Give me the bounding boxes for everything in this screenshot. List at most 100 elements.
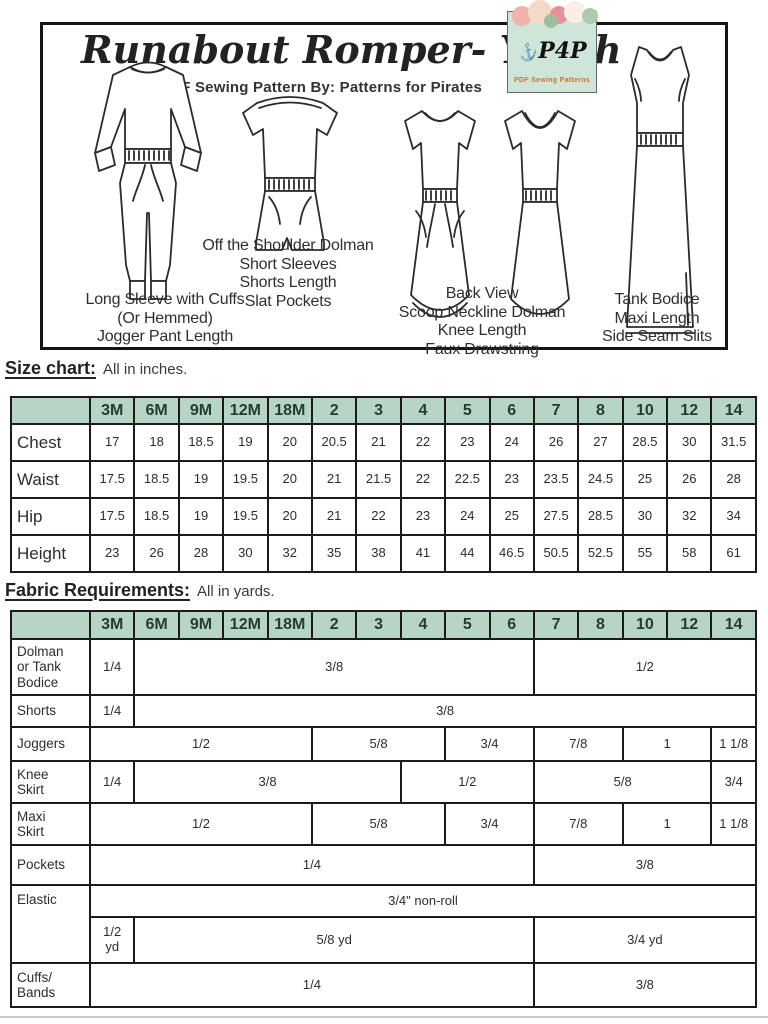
value-cell: 19 bbox=[177, 497, 225, 536]
value-cell: 24.5 bbox=[577, 460, 624, 499]
fabric-requirements-table: 3M 6M 9M 12M 18M 2 3 4 5 6 7 8 10 12 14 Dolman or Tank … bbox=[10, 610, 757, 1008]
value-cell: 22 bbox=[355, 497, 402, 536]
size-column-header: 4 bbox=[399, 396, 447, 425]
value-cell: 3/8 bbox=[532, 844, 757, 886]
page-subtitle: PDF Sewing Pattern By: Patterns for Pira… bbox=[159, 79, 482, 96]
value-cell: 17.5 bbox=[88, 460, 136, 499]
value-cell: 55 bbox=[621, 534, 669, 573]
value-cell: 19.5 bbox=[222, 460, 269, 499]
row-label: Knee Skirt bbox=[10, 760, 91, 804]
value-cell: 28 bbox=[710, 460, 757, 499]
value-cell: 30 bbox=[666, 423, 713, 462]
table-row: Chest 17 18 18.5 19 20 20.5 21 22 23 24 26 27 28.5 30 3… bbox=[10, 423, 757, 462]
value-cell: 31.5 bbox=[710, 423, 757, 462]
value-cell: 21 bbox=[355, 423, 402, 462]
value-cell: 3/4 bbox=[710, 760, 757, 804]
value-cell: 1 bbox=[621, 802, 713, 846]
table-row: Pockets 1/4 3/8 bbox=[10, 844, 757, 886]
value-cell: 7/8 bbox=[532, 802, 624, 846]
value-cell: 1/4 bbox=[89, 844, 535, 886]
value-cell: 32 bbox=[666, 497, 713, 536]
row-label: Pockets bbox=[10, 844, 91, 886]
table-row: Height 23 26 28 30 32 35 38 41 44 46.5 50.5 52.5 55 58… bbox=[10, 534, 757, 573]
value-cell: 3/8 bbox=[133, 694, 757, 728]
size-column-header: 12M bbox=[222, 396, 269, 425]
value-cell: 52.5 bbox=[577, 534, 624, 573]
value-cell: 26 bbox=[133, 534, 180, 573]
size-column-header: 12 bbox=[666, 396, 713, 425]
table-row: Elastic 3/4" non-roll bbox=[10, 884, 757, 964]
size-column-header: 6M bbox=[133, 396, 180, 425]
dresses-illustration bbox=[404, 110, 576, 318]
table-row: Cuffs/ Bands 1/4 3/8 bbox=[10, 962, 757, 1008]
size-column-header: 7 bbox=[532, 396, 580, 425]
table-row: Hip 17.5 18.5 19 19.5 20 21 22 23 24 25 27.5 28.5 30 3… bbox=[10, 497, 757, 536]
row-label: Dolman or Tank Bodice bbox=[10, 638, 91, 696]
size-column-header: 3M bbox=[88, 610, 136, 640]
value-cell: 1/4 bbox=[88, 694, 136, 728]
maxi-caption: Tank Bodice Maxi Length Side Seam Slits bbox=[602, 291, 712, 346]
value-cell: 23 bbox=[488, 460, 535, 499]
value-cell: 44 bbox=[444, 534, 491, 573]
value-cell: 28.5 bbox=[621, 423, 669, 462]
page-bottom-rule bbox=[0, 1016, 768, 1018]
size-column-header: 3 bbox=[355, 610, 402, 640]
value-cell: 5/8 bbox=[532, 760, 713, 804]
row-label: Joggers bbox=[10, 726, 91, 762]
dresses-caption: Back View Scoop Neckline Dolman Knee Len… bbox=[398, 285, 566, 358]
value-cell: 58 bbox=[666, 534, 713, 573]
value-cell: 20 bbox=[266, 497, 313, 536]
table-row: Maxi Skirt 1/2 5/8 3/4 7/8 1 1 1/8 bbox=[10, 802, 757, 846]
value-cell: 30 bbox=[222, 534, 269, 573]
value-cell: 5/8 yd bbox=[133, 916, 535, 964]
size-chart-heading: Size chart: All in inches. bbox=[5, 358, 187, 379]
size-chart-heading-label: Size chart: bbox=[5, 358, 97, 378]
fabric-requirements-heading-note: All in yards. bbox=[197, 583, 275, 600]
value-cell: 3/4" non-roll bbox=[89, 884, 757, 918]
anchor-icon: ⚓ bbox=[514, 39, 541, 66]
size-chart-heading-note: All in inches. bbox=[103, 361, 188, 378]
value-cell: 38 bbox=[355, 534, 402, 573]
value-cell: 1/4 bbox=[89, 962, 535, 1008]
value-cell: 32 bbox=[266, 534, 313, 573]
value-cell: 21 bbox=[310, 460, 358, 499]
size-column-header: 9M bbox=[177, 396, 225, 425]
value-cell: 20 bbox=[266, 423, 313, 462]
value-cell: 21 bbox=[310, 497, 358, 536]
value-cell: 25 bbox=[621, 460, 669, 499]
row-label: Waist bbox=[10, 460, 91, 499]
size-column-header: 8 bbox=[577, 610, 624, 640]
value-cell: 3/8 bbox=[133, 638, 535, 696]
value-cell: 1/4 bbox=[88, 638, 136, 696]
value-cell: 24 bbox=[488, 423, 535, 462]
value-cell: 41 bbox=[399, 534, 447, 573]
table-row: Dolman or Tank Bodice 1/4 3/8 1/2 bbox=[10, 638, 757, 696]
fabric-requirements-heading: Fabric Requirements: All in yards. bbox=[5, 580, 275, 601]
value-cell: 50.5 bbox=[532, 534, 580, 573]
value-cell: 3/4 yd bbox=[532, 916, 757, 964]
value-cell: 17.5 bbox=[88, 497, 136, 536]
value-cell: 3/4 bbox=[444, 802, 535, 846]
pattern-cover: Runabout Romper- Youth PDF Sewing Patter… bbox=[40, 0, 728, 358]
row-label: Maxi Skirt bbox=[10, 802, 91, 846]
size-column-header: 12M bbox=[222, 610, 269, 640]
value-cell: 27.5 bbox=[532, 497, 580, 536]
row-label: Elastic bbox=[10, 884, 91, 964]
size-column-header: 2 bbox=[310, 396, 358, 425]
size-column-header: 6M bbox=[133, 610, 180, 640]
table-row: Joggers 1/2 5/8 3/4 7/8 1 1 1/8 bbox=[10, 726, 757, 762]
value-cell: 1 bbox=[621, 726, 713, 762]
value-cell: 18 bbox=[133, 423, 180, 462]
corner-cell bbox=[10, 396, 91, 425]
size-column-header: 3 bbox=[355, 396, 402, 425]
value-cell: 1 1/8 bbox=[710, 802, 757, 846]
value-cell: 3/8 bbox=[133, 760, 402, 804]
value-cell: 17 bbox=[88, 423, 136, 462]
size-column-header: 3M bbox=[88, 396, 136, 425]
value-cell: 24 bbox=[444, 497, 491, 536]
value-cell: 61 bbox=[710, 534, 757, 573]
value-cell: 22 bbox=[399, 423, 447, 462]
fabric-requirements-heading-label: Fabric Requirements: bbox=[5, 580, 191, 600]
value-cell: 23.5 bbox=[532, 460, 580, 499]
value-cell: 25 bbox=[488, 497, 535, 536]
